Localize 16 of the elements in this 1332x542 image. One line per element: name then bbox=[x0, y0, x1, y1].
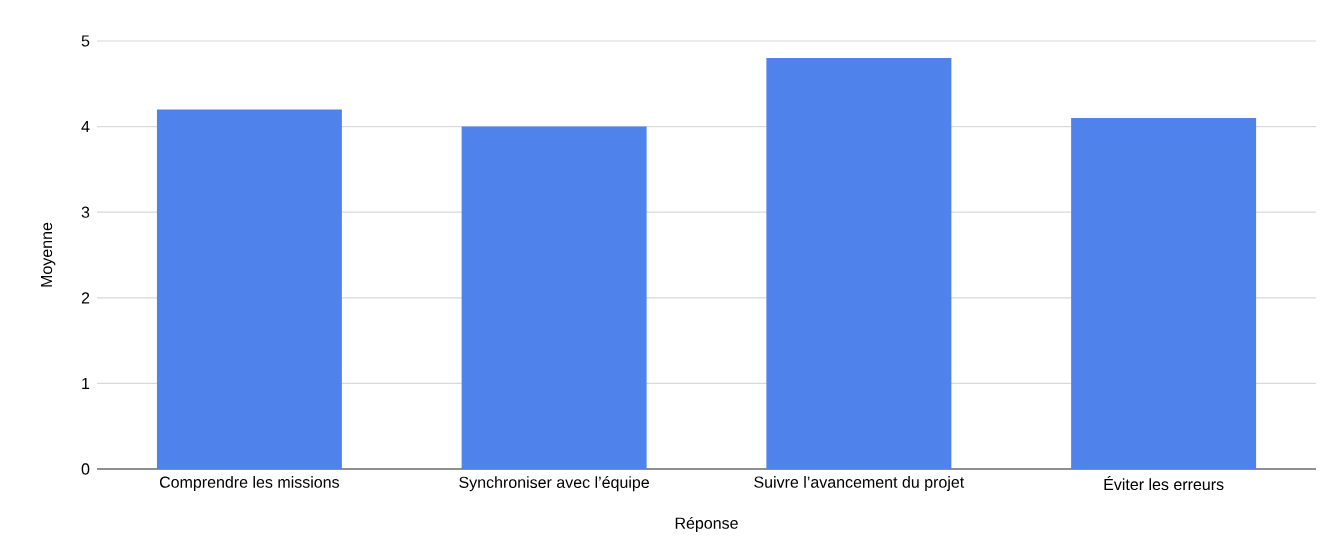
x-tick-label: Comprendre les missions bbox=[159, 476, 340, 491]
bar bbox=[1071, 118, 1257, 469]
y-tick-label: 2 bbox=[81, 292, 90, 304]
x-tick-label: Suivre l’avancement du projet bbox=[754, 476, 965, 491]
x-axis-title: Réponse bbox=[675, 516, 738, 533]
y-tick-label: 3 bbox=[81, 206, 90, 218]
y-tick-label: 1 bbox=[82, 377, 90, 389]
bar bbox=[156, 109, 342, 469]
y-tick-label: 5 bbox=[81, 35, 90, 47]
x-tick-label: Éviter les erreurs bbox=[1104, 476, 1224, 491]
y-axis-title: Moyenne bbox=[40, 222, 56, 287]
y-tick-label: 4 bbox=[81, 121, 90, 133]
x-tick-label: Synchroniser avec l’équipe bbox=[459, 476, 649, 492]
bar bbox=[766, 58, 952, 469]
y-tick-label: 0 bbox=[81, 463, 90, 475]
bar bbox=[461, 126, 647, 469]
